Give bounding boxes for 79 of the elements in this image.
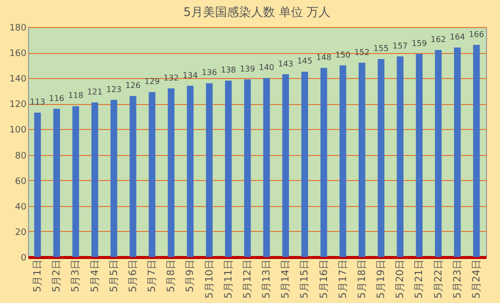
bar [148,92,156,257]
x-tick-label: 5月16日 [318,260,330,299]
data-label: 129 [144,77,160,86]
y-tick-label: 100 [9,126,27,136]
bar [110,100,118,257]
x-tick-label: 5月24日 [471,260,482,299]
x-tick-label: 5月11日 [223,260,234,299]
x-tick-label: 5月20日 [395,260,406,299]
data-label: 145 [297,56,312,66]
x-tick-label: 5月8日 [166,260,178,292]
x-tick-label: 5月7日 [147,260,158,292]
x-tick-label: 5月22日 [433,260,444,299]
x-tick-label: 5月18日 [356,260,368,299]
x-tick-label: 5月15日 [300,260,311,299]
data-label: 166 [468,30,484,39]
x-tick-label: 5月5日 [108,260,120,292]
y-tick-label: 40 [15,202,27,212]
x-tick-label: 5月10日 [204,260,216,299]
data-label: 118 [68,91,84,100]
bar [282,74,289,257]
bar [206,83,213,257]
x-tick-label: 5月13日 [262,260,273,299]
bar [186,86,194,257]
bar [358,62,366,257]
y-tick-label: 20 [15,228,27,238]
bar [320,68,328,257]
x-tick-label: 5月1日 [32,260,44,292]
bar [473,44,480,257]
bar [434,50,442,257]
x-tick-label: 5月9日 [185,260,196,292]
data-label: 143 [278,59,294,68]
y-tick-label: 0 [20,254,27,264]
data-label: 164 [450,32,466,42]
x-tick-label: 5月12日 [242,260,254,299]
x-tick-label: 5月21日 [414,260,426,299]
data-label: 138 [220,66,236,75]
x-tick-label: 5月4日 [90,260,101,292]
y-tick-label: 120 [9,100,27,110]
y-tick-label: 180 [9,24,27,34]
bar [378,58,384,257]
x-tick-label: 5月3日 [70,260,82,292]
bar [454,47,461,257]
data-label: 123 [106,84,122,94]
data-label: 126 [125,81,141,90]
data-label: 116 [48,94,64,103]
x-tick-label: 5月14日 [280,260,292,299]
bar [53,108,60,257]
chart-title: 5月美国感染人数 单位 万人 [183,5,331,19]
x-tick-label: 5月17日 [338,260,349,299]
data-label: 159 [412,38,427,48]
bar [263,78,270,257]
bar [340,65,346,257]
y-tick-label: 160 [9,49,27,60]
x-tick-label: 5月19日 [376,260,388,299]
data-label: 134 [182,70,198,80]
bar [168,88,174,257]
data-label: 148 [316,52,332,62]
bar [72,106,80,257]
bar [130,96,136,257]
bar [244,79,251,257]
data-label: 139 [240,64,256,74]
x-tick-label: 5月6日 [128,260,139,292]
data-label: 157 [392,41,408,50]
y-tick-label: 140 [9,74,27,85]
bar [396,56,404,257]
data-label: 136 [202,68,217,78]
bar [91,102,98,257]
y-tick-label: 60 [15,176,27,187]
bar [34,112,41,257]
data-label: 155 [373,44,389,53]
data-label: 140 [258,63,274,72]
bar [416,54,423,257]
y-tick-label: 80 [15,151,27,162]
data-label: 162 [430,35,446,44]
x-tick-label: 5月23日 [452,260,464,299]
x-tick-label: 5月2日 [52,260,63,292]
data-label: 121 [87,87,102,96]
bar [225,80,232,257]
bar [301,72,308,257]
